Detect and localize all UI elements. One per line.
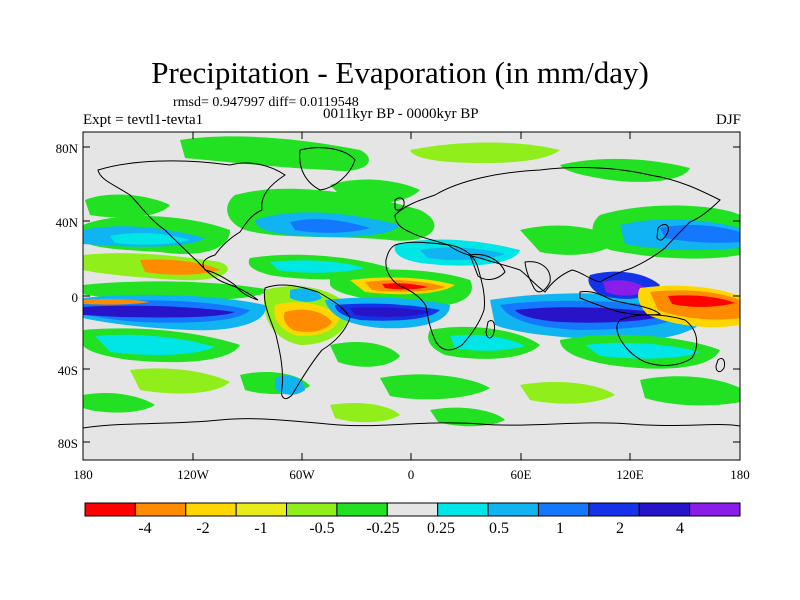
field-blob — [290, 219, 370, 233]
field-blob — [430, 407, 505, 427]
field-blob — [382, 283, 428, 290]
coastline-new-zealand — [715, 357, 725, 373]
colorbar-swatch — [185, 502, 237, 517]
field-blob — [515, 307, 670, 323]
field-blob — [83, 393, 155, 413]
period-label: 0011kyr BP - 0000kyr BP — [323, 106, 479, 122]
field-blob — [330, 342, 400, 367]
colorbar-swatch — [336, 502, 388, 517]
coastline-north-america — [97, 160, 286, 301]
field-blob — [603, 280, 648, 296]
field-blob — [85, 194, 170, 218]
colorbar-label: -0.5 — [309, 520, 335, 537]
x-label-120e: 120E — [616, 467, 644, 482]
field-blob — [330, 403, 400, 423]
y-label-80n: 80N — [55, 141, 78, 156]
field-blob — [520, 381, 615, 404]
x-label-60w: 60W — [289, 467, 315, 482]
y-label-0: 0 — [71, 290, 79, 305]
colorbar-label: -1 — [254, 520, 268, 537]
field-blob — [180, 136, 369, 171]
x-label-60e: 60E — [510, 467, 532, 482]
coastline-africa — [385, 241, 485, 351]
colorbar-swatch — [286, 502, 338, 517]
colorbar-swatch — [638, 502, 691, 517]
experiment-label: Expt = tevtl1-tevta1 — [83, 112, 204, 128]
coastline-south-america — [263, 284, 351, 399]
coastline-greenland — [299, 147, 356, 191]
field-blob — [660, 225, 740, 243]
coastline-arabia — [469, 253, 506, 280]
colorbar-label: 0.25 — [427, 520, 455, 537]
coastline-india — [524, 261, 551, 293]
coastline-madagascar — [485, 319, 495, 339]
field-blob — [130, 368, 230, 394]
coastlines — [83, 147, 740, 429]
colorbar-swatch — [487, 502, 539, 517]
field-blob — [290, 288, 322, 302]
field-blob — [585, 342, 700, 359]
colorbar-swatch — [689, 502, 741, 517]
x-label-120w: 120W — [177, 467, 209, 482]
x-label-180e: 180 — [730, 467, 750, 482]
y-label-40n: 40N — [55, 215, 78, 230]
field-blob — [110, 233, 190, 245]
coastline-japan — [656, 224, 669, 241]
coastline-eurasia — [394, 167, 721, 293]
colorbar-swatch — [84, 502, 136, 517]
colorbar-label: -4 — [138, 520, 152, 537]
coastline-indonesia — [579, 291, 662, 316]
x-label-180w: 180 — [73, 467, 93, 482]
plot-title: Precipitation - Evaporation (in mm/day) — [151, 55, 649, 90]
field-blob — [410, 142, 560, 164]
colorbar-swatch — [588, 502, 640, 517]
colorbar-label: 4 — [676, 520, 684, 537]
precip-evap-field — [83, 136, 740, 427]
colorbar-label: 1 — [556, 520, 564, 537]
rmsd-diff-stats: rmsd= 0.947997 diff= 0.0119548 — [173, 95, 359, 110]
colorbar-label: -2 — [196, 520, 210, 537]
field-blob — [270, 260, 365, 273]
field-blob — [283, 309, 332, 332]
y-label-40s: 40S — [57, 363, 78, 378]
colorbar-label: 0.5 — [489, 520, 509, 537]
field-blob — [350, 307, 430, 317]
field-blob — [83, 305, 235, 318]
colorbar-swatch — [386, 502, 439, 517]
field-blob — [140, 259, 220, 275]
colorbar-swatch — [537, 502, 590, 517]
field-blob — [380, 374, 490, 400]
colorbar-label: -0.25 — [366, 520, 400, 537]
coastline-australia — [616, 314, 698, 366]
colorbar-swatch — [235, 502, 288, 517]
field-blob — [668, 295, 735, 307]
axis-ticks — [82, 132, 741, 460]
coastline-uk — [394, 197, 405, 211]
field-blob — [520, 225, 620, 255]
field-blob — [420, 247, 505, 261]
colorbar-swatch — [134, 502, 187, 517]
colorbar-swatch — [437, 502, 489, 517]
coastline-antarctica — [83, 418, 740, 429]
field-blob — [95, 334, 215, 355]
field-blob — [450, 334, 525, 351]
field-blob — [83, 298, 150, 305]
season-label: DJF — [715, 112, 741, 128]
field-blob — [640, 376, 740, 406]
y-label-80s: 80S — [57, 436, 78, 451]
x-label-0: 0 — [407, 467, 415, 482]
colorbar-label: 2 — [616, 520, 624, 537]
